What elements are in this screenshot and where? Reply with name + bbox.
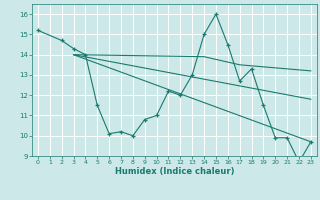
X-axis label: Humidex (Indice chaleur): Humidex (Indice chaleur): [115, 167, 234, 176]
